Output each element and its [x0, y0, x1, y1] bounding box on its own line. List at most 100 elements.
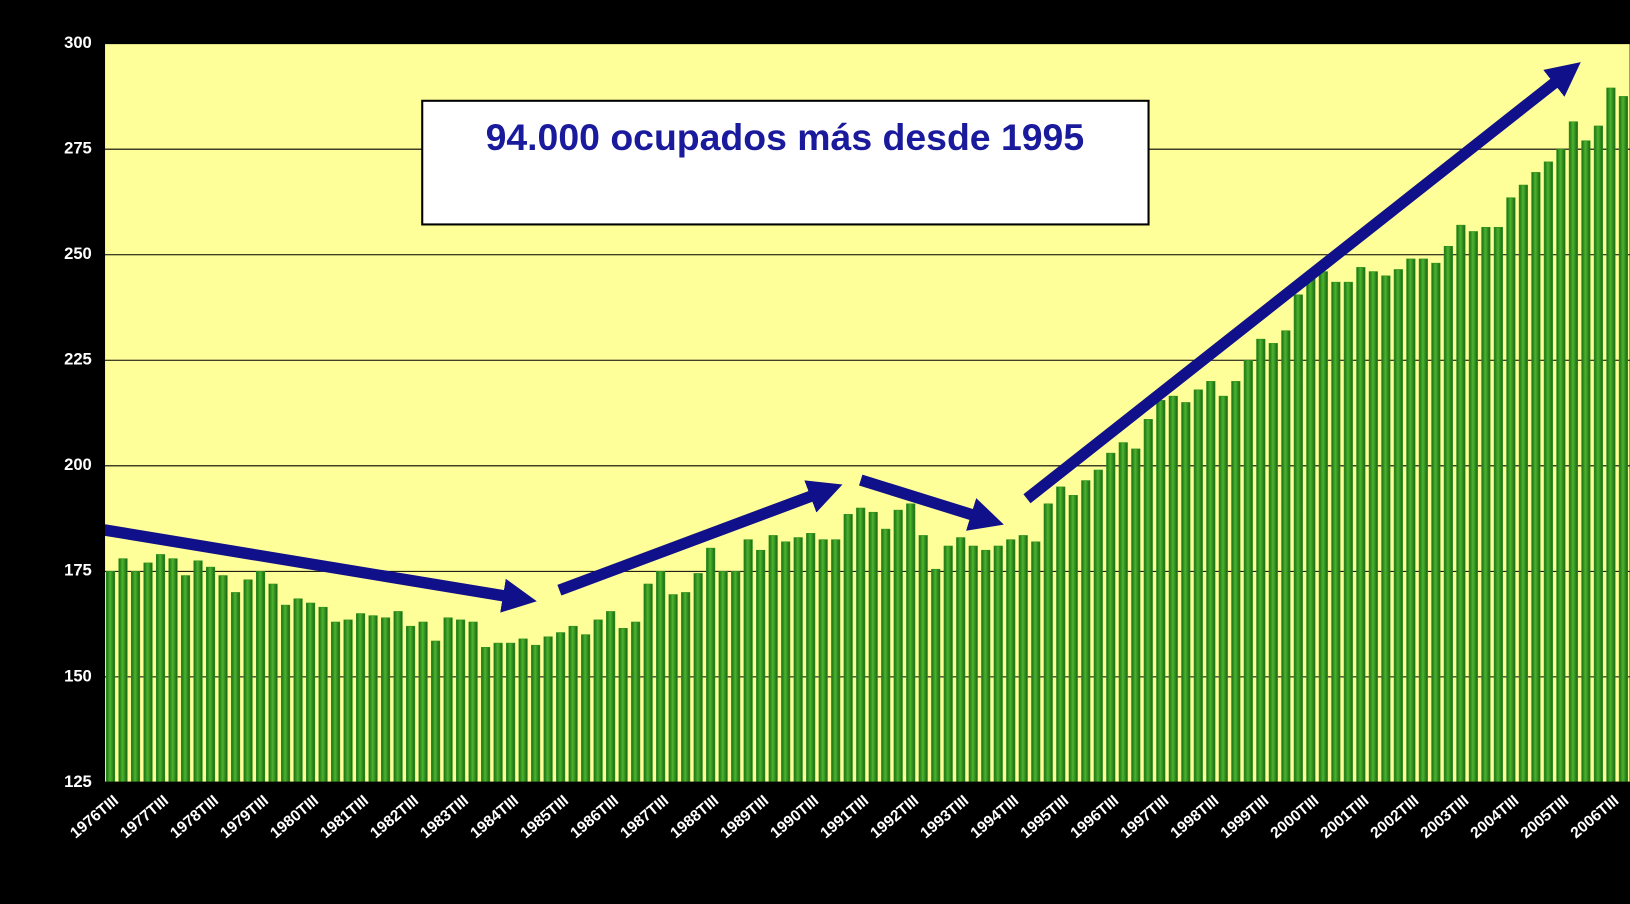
bar — [481, 647, 491, 783]
bar — [731, 571, 741, 783]
x-tick-label: 2005TIII — [1518, 792, 1573, 842]
annotation: 94.000 ocupados más desde 1995 — [486, 116, 1085, 158]
x-tick-label: 1987TIII — [617, 792, 672, 842]
x-tick-label: 1996TIII — [1067, 792, 1122, 842]
bar — [155, 554, 166, 783]
bar — [868, 511, 878, 783]
x-tick-label: 1976TIII — [67, 792, 122, 842]
y-tick-label: 275 — [64, 139, 92, 158]
bar — [806, 533, 816, 783]
bar — [1568, 121, 1578, 783]
bar — [143, 562, 153, 783]
bar — [1593, 125, 1603, 783]
x-tick-label: 2004TIII — [1468, 792, 1523, 842]
bar — [493, 642, 503, 783]
bar — [1231, 381, 1241, 783]
bar — [993, 545, 1003, 783]
bar — [1193, 389, 1203, 783]
bar — [1493, 226, 1503, 783]
bar — [768, 535, 778, 783]
bar — [393, 611, 403, 783]
bar — [205, 566, 216, 783]
x-tick-label: 1977TIII — [117, 792, 172, 842]
bar — [1293, 294, 1303, 783]
x-tick-label: 1979TIII — [217, 792, 272, 842]
bar — [681, 592, 691, 783]
bar — [781, 541, 791, 783]
bar — [1168, 395, 1178, 783]
bar — [180, 575, 191, 783]
bar — [431, 640, 441, 783]
bar — [556, 632, 566, 783]
x-tick-label: 1978TIII — [167, 792, 222, 842]
bar — [406, 625, 416, 783]
bar — [693, 573, 703, 783]
bar — [906, 503, 916, 783]
bar — [518, 638, 528, 783]
bar — [218, 575, 228, 783]
bar — [1418, 258, 1428, 783]
bar — [1506, 197, 1516, 783]
bar — [1006, 539, 1016, 783]
bar — [1131, 448, 1141, 783]
bar — [1143, 419, 1153, 783]
bar — [1368, 271, 1378, 783]
y-tick-label: 200 — [64, 455, 92, 474]
x-tick-label: 1992TIII — [867, 792, 922, 842]
bars — [105, 87, 1628, 783]
x-tick-label: 1981TIII — [317, 792, 372, 842]
x-tick-label: 1988TIII — [667, 792, 722, 842]
bar — [893, 509, 903, 783]
x-tick-label: 1994TIII — [967, 792, 1022, 842]
bar — [443, 617, 453, 783]
x-tick-label: 1984TIII — [467, 792, 522, 842]
bar — [643, 583, 653, 783]
bar — [243, 579, 253, 783]
y-tick-label: 175 — [64, 561, 92, 580]
bar — [418, 621, 428, 783]
x-tick-label: 1980TIII — [267, 792, 322, 842]
bar — [968, 545, 978, 783]
x-tick-label: 1999TIII — [1218, 792, 1273, 842]
bar — [756, 549, 766, 783]
bar — [118, 558, 128, 783]
bar — [1068, 495, 1078, 783]
bar — [1581, 140, 1591, 783]
bar — [618, 628, 628, 783]
x-tick-label: 2001TIII — [1318, 792, 1373, 842]
bar — [1256, 338, 1266, 783]
bar — [606, 611, 616, 783]
bar — [1181, 402, 1191, 783]
bar — [856, 507, 866, 783]
x-tick-label: 1982TIII — [367, 792, 422, 842]
bar — [381, 617, 391, 783]
bar — [331, 621, 341, 783]
bar — [1481, 226, 1491, 783]
bar — [105, 571, 116, 783]
bar — [356, 613, 366, 783]
bar — [706, 547, 716, 783]
bar — [818, 539, 828, 783]
bar — [1331, 281, 1341, 783]
bar — [1556, 148, 1566, 783]
bar — [1393, 269, 1403, 783]
x-tick-label: 1989TIII — [717, 792, 772, 842]
bar — [1106, 452, 1116, 783]
y-tick-label: 225 — [64, 350, 92, 369]
bar — [1356, 267, 1366, 783]
arrow — [1023, 62, 1581, 504]
bar — [168, 558, 178, 783]
bar — [456, 619, 466, 783]
bar — [1118, 442, 1128, 783]
bar — [543, 636, 553, 783]
bar — [1468, 231, 1478, 783]
x-tick-label: 2003TIII — [1418, 792, 1473, 842]
bar — [1306, 271, 1316, 783]
bar — [1018, 535, 1028, 783]
bar — [531, 644, 541, 783]
x-tick-label: 2000TIII — [1268, 792, 1323, 842]
bar — [293, 598, 303, 783]
bar — [306, 602, 316, 783]
